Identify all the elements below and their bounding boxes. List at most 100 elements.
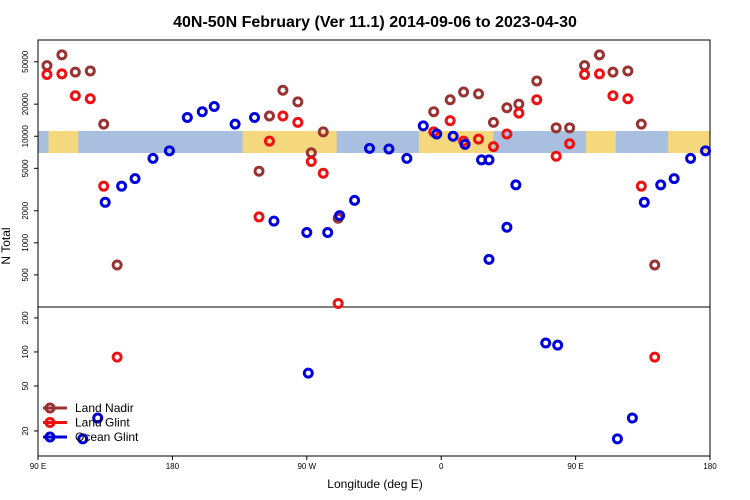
point-land-nadir xyxy=(513,98,525,110)
point-land-glint xyxy=(292,116,304,128)
point-land-nadir xyxy=(531,75,543,87)
point-ocean-glint xyxy=(99,196,111,208)
point-land-nadir xyxy=(444,94,456,106)
data-points xyxy=(41,49,712,445)
point-ocean-glint xyxy=(700,145,712,157)
land-segment xyxy=(48,131,79,153)
point-land-glint xyxy=(69,90,81,102)
point-land-nadir xyxy=(579,60,591,72)
point-ocean-glint xyxy=(322,227,334,239)
y-tick-label: 5000 xyxy=(21,159,30,177)
point-ocean-glint xyxy=(181,111,193,123)
point-ocean-glint xyxy=(147,152,159,164)
point-land-nadir xyxy=(473,88,485,100)
point-ocean-glint xyxy=(510,179,522,191)
point-land-glint xyxy=(622,93,634,105)
point-land-glint xyxy=(564,138,576,150)
point-land-glint xyxy=(317,167,329,179)
point-land-glint xyxy=(56,68,68,80)
point-ocean-glint xyxy=(163,145,175,157)
point-land-glint xyxy=(550,150,562,162)
x-axis: 90 E 180 90 W 0 90 E 180 xyxy=(30,456,717,471)
point-ocean-glint xyxy=(668,173,680,185)
legend-label: Ocean Glint xyxy=(75,430,139,444)
x-axis-label: Longitude (deg E) xyxy=(327,477,422,491)
point-land-glint xyxy=(607,90,619,102)
point-land-nadir xyxy=(98,118,110,130)
point-land-nadir xyxy=(501,102,513,114)
point-ocean-glint xyxy=(196,106,208,118)
point-land-nadir xyxy=(607,66,619,78)
point-ocean-glint xyxy=(116,180,128,192)
point-land-glint xyxy=(277,110,289,122)
land-segment xyxy=(242,131,337,153)
point-ocean-glint xyxy=(349,194,361,206)
y-tick-label: 1000 xyxy=(21,233,30,251)
point-ocean-glint xyxy=(301,227,313,239)
y-tick-label: 2000 xyxy=(21,201,30,219)
ocean-band xyxy=(38,131,710,153)
land-segment xyxy=(668,131,710,153)
point-land-glint xyxy=(635,180,647,192)
point-ocean-glint xyxy=(249,111,261,123)
point-land-glint xyxy=(332,297,344,309)
y-tick-label: 20000 xyxy=(21,92,30,115)
point-land-nadir xyxy=(564,122,576,134)
point-land-nadir xyxy=(458,86,470,98)
y-axis-lower: 20 50 100 200 xyxy=(21,311,38,435)
point-land-nadir xyxy=(635,118,647,130)
x-tick-label: 180 xyxy=(166,462,180,471)
point-ocean-glint xyxy=(447,130,459,142)
point-ocean-glint xyxy=(626,412,638,424)
point-ocean-glint xyxy=(638,196,650,208)
point-land-nadir xyxy=(263,110,275,122)
point-ocean-glint xyxy=(483,154,495,166)
point-land-glint xyxy=(111,351,123,363)
point-ocean-glint xyxy=(655,179,667,191)
point-ocean-glint xyxy=(334,210,346,222)
y-tick-label: 100 xyxy=(21,345,30,359)
point-land-glint xyxy=(41,68,53,80)
point-ocean-glint xyxy=(77,433,89,445)
y-tick-label: 50 xyxy=(21,381,30,390)
land-segment xyxy=(586,131,616,153)
point-land-glint xyxy=(444,115,456,127)
point-ocean-glint xyxy=(483,253,495,265)
point-land-glint xyxy=(473,133,485,145)
point-ocean-glint xyxy=(685,152,697,164)
point-ocean-glint xyxy=(129,173,141,185)
point-land-glint xyxy=(531,94,543,106)
point-land-nadir xyxy=(253,165,265,177)
point-land-glint xyxy=(501,128,513,140)
point-land-glint xyxy=(263,135,275,147)
point-ocean-glint xyxy=(431,128,443,140)
x-tick-label: 0 xyxy=(439,462,444,471)
point-land-glint xyxy=(84,93,96,105)
y-axis-label: N Total xyxy=(0,227,13,264)
point-land-nadir xyxy=(111,259,123,271)
point-land-nadir xyxy=(550,122,562,134)
legend-label: Land Glint xyxy=(75,416,130,430)
point-land-nadir xyxy=(317,126,329,138)
point-ocean-glint xyxy=(229,118,241,130)
legend-marker xyxy=(44,402,56,414)
point-land-nadir xyxy=(487,116,499,128)
point-land-glint xyxy=(305,155,317,167)
point-land-nadir xyxy=(41,60,53,72)
point-land-glint xyxy=(579,68,591,80)
y-tick-label: 10000 xyxy=(21,125,30,148)
point-ocean-glint xyxy=(208,101,220,113)
point-land-nadir xyxy=(84,65,96,77)
point-ocean-glint xyxy=(302,367,314,379)
y-axis-upper: 500 1000 2000 5000 10000 20000 50000 xyxy=(21,50,38,282)
legend-marker xyxy=(44,431,56,443)
point-land-glint xyxy=(513,107,525,119)
point-land-nadir xyxy=(292,96,304,108)
point-ocean-glint xyxy=(540,337,552,349)
plot-frame xyxy=(37,39,711,457)
point-ocean-glint xyxy=(552,339,564,351)
x-tick-label: 90 W xyxy=(297,462,316,471)
point-land-glint xyxy=(98,180,110,192)
